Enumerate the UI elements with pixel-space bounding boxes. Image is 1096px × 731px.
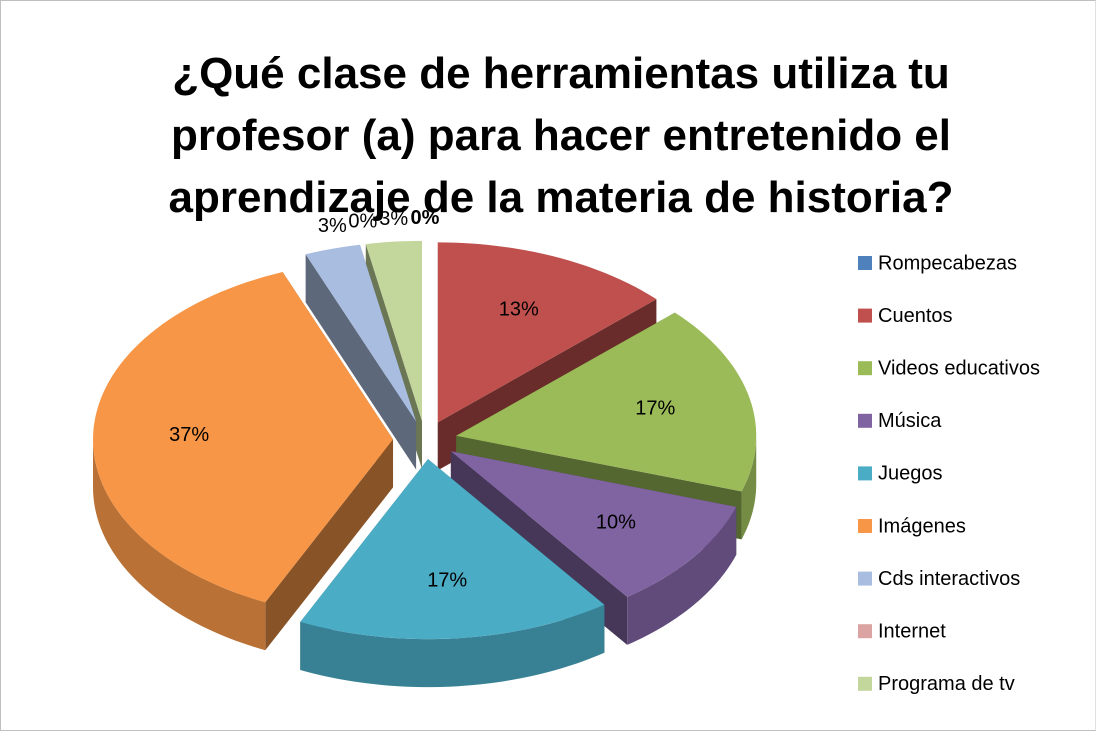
slice-top	[450, 451, 737, 597]
slice-top	[305, 244, 417, 422]
slice-wall	[741, 435, 757, 540]
legend-swatch	[858, 361, 872, 376]
legend-label: Imágenes	[878, 515, 966, 537]
legend-label: Música	[878, 410, 942, 432]
data-label: 13%	[499, 298, 539, 320]
pie-slice	[300, 459, 605, 688]
slice-wall	[300, 604, 605, 688]
legend-swatch	[858, 466, 872, 481]
data-label: 17%	[635, 397, 675, 419]
slice-top	[365, 240, 422, 421]
legend-swatch	[858, 413, 872, 428]
data-label: 3%	[318, 215, 347, 237]
data-label: 10%	[596, 512, 636, 534]
legend-swatch	[858, 519, 872, 533]
slice-top	[437, 242, 657, 423]
legend-label: Programa de tv	[878, 673, 1015, 695]
slice-top	[93, 272, 394, 603]
data-label: 17%	[427, 569, 467, 591]
data-label: 37%	[169, 424, 209, 446]
legend-swatch	[858, 256, 872, 270]
legend-swatch	[858, 308, 872, 323]
legend-swatch	[858, 676, 872, 691]
data-label: 3%	[379, 208, 408, 230]
chart-title: ¿Qué clase de herramientas utiliza tu pr…	[168, 49, 954, 222]
legend-swatch	[858, 571, 872, 586]
legend-swatch	[858, 624, 872, 639]
legend-label: Rompecabezas	[878, 252, 1017, 274]
legend-label: Internet	[878, 620, 946, 642]
data-label: 0%	[348, 211, 377, 233]
pie-slice	[305, 244, 417, 470]
slice-wall	[93, 439, 266, 651]
slice-top	[456, 312, 757, 492]
pie-slice	[93, 272, 394, 651]
legend-label: Cuentos	[878, 305, 953, 327]
slice-top	[300, 459, 605, 640]
pie-slice	[450, 451, 737, 645]
slice-wall	[627, 506, 737, 645]
legend-label: Videos educativos	[878, 357, 1040, 379]
legend-label: Cds interactivos	[878, 568, 1020, 590]
legend-label: Juegos	[878, 463, 943, 485]
slice-side	[265, 439, 394, 651]
slice-side	[305, 254, 417, 470]
data-label: 0%	[411, 207, 440, 229]
